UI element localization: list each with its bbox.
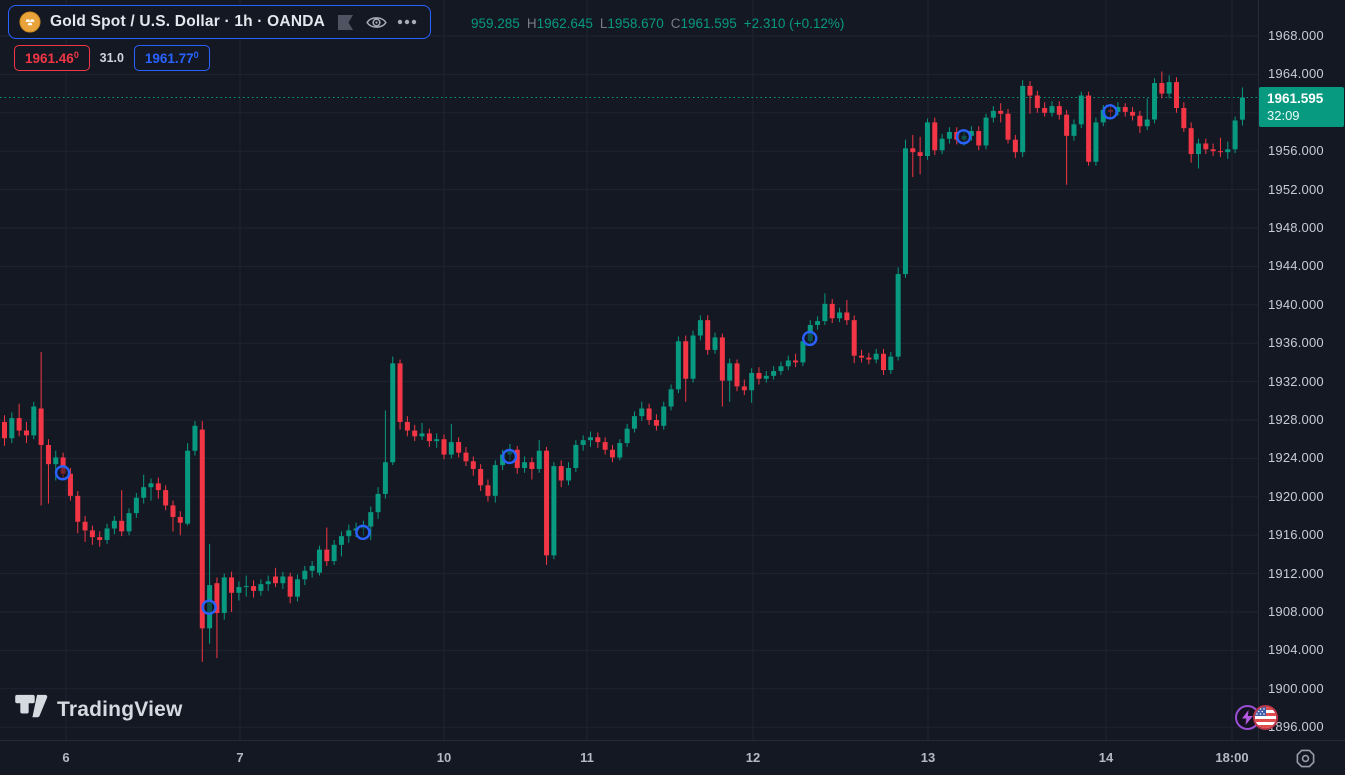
time-axis-label: 14: [1098, 750, 1114, 765]
settings-gear-icon[interactable]: [1293, 746, 1317, 770]
trade-marker-circle[interactable]: [355, 524, 371, 541]
legend-high-label: H: [526, 15, 537, 31]
time-axis[interactable]: 6 7 10 11 12 13 14 18:00: [0, 740, 1345, 775]
ohlc-legend: 959.285 H1962.645 L1958.670 C1961.595 +2…: [471, 14, 844, 32]
price-axis-label: 1956.000: [1268, 143, 1324, 159]
trade-marker-circle[interactable]: [201, 599, 217, 615]
grid-layer: [0, 0, 1258, 740]
gold-coin-icon: [19, 11, 41, 33]
price-axis-label: 1968.000: [1268, 28, 1324, 43]
event-badges[interactable]: [1235, 705, 1278, 731]
time-axis-label: 13: [920, 750, 936, 765]
symbol-title[interactable]: Gold Spot / U.S. Dollar · 1h · OANDA: [50, 13, 326, 30]
buy-ask-button[interactable]: 1961.77 0: [133, 45, 210, 71]
price-axis-label: 1944.000: [1268, 258, 1324, 274]
tradingview-logo-text: TradingView: [57, 697, 183, 721]
current-price-badge: 1961.595 32:09: [1259, 87, 1344, 128]
ask-price: 1961.77: [144, 50, 194, 66]
spread-label: 31.0: [99, 51, 124, 65]
legend-change: +2.310 (+0.12%): [743, 15, 845, 31]
legend-low-value: 1958.670: [607, 15, 664, 31]
bid-price-fraction: 0: [73, 50, 79, 60]
price-axis-label: 1900.000: [1268, 680, 1324, 696]
tradingview-logo-icon: [14, 694, 48, 725]
ask-price-fraction: 0: [193, 50, 199, 60]
symbol-toolbar[interactable]: Gold Spot / U.S. Dollar · 1h · OANDA: [8, 5, 432, 39]
price-axis-label: 1964.000: [1268, 66, 1324, 82]
more-options-icon[interactable]: [396, 11, 418, 33]
legend-open-value: 959.285: [471, 15, 520, 31]
trade-marker-circle[interactable]: [802, 330, 818, 347]
time-axis-label: 7: [236, 750, 244, 765]
price-axis-label: 1904.000: [1268, 642, 1324, 658]
price-axis[interactable]: 1961.595 32:09 1968.000 1964.000 1956.000 1…: [1258, 0, 1345, 740]
trade-marker-circle[interactable]: [501, 448, 518, 465]
price-axis-label: 1924.000: [1268, 450, 1324, 466]
time-axis-label: 6: [62, 750, 70, 765]
price-axis-label: 1912.000: [1268, 565, 1324, 581]
flag-icon[interactable]: [334, 11, 356, 33]
price-axis-label: 1936.000: [1268, 335, 1324, 351]
quote-row: 1961.46 0 31.0 1961.77 0: [14, 45, 210, 71]
trade-marker-circle[interactable]: [955, 129, 972, 145]
price-axis-label: 1908.000: [1268, 604, 1324, 619]
price-axis-label: 1932.000: [1268, 373, 1324, 389]
current-price-value: 1961.595: [1267, 91, 1324, 107]
legend-low-label: L: [599, 15, 608, 31]
price-axis-label: 1952.000: [1268, 181, 1324, 197]
legend-close-value: 1961.595: [680, 15, 737, 31]
time-axis-label: 11: [580, 750, 594, 765]
us-flag-icon[interactable]: [1253, 705, 1278, 730]
bar-countdown: 32:09: [1267, 108, 1300, 124]
sell-bid-button[interactable]: 1961.46 0: [14, 45, 90, 71]
trade-marker-circle[interactable]: [54, 465, 71, 481]
price-axis-label: 1948.000: [1268, 220, 1324, 235]
price-axis-label: 1916.000: [1268, 527, 1324, 543]
time-axis-label: 12: [745, 750, 761, 765]
price-axis-label: 1920.000: [1268, 488, 1324, 504]
legend-high-value: 1962.645: [536, 15, 593, 31]
eye-icon[interactable]: [365, 11, 387, 33]
price-axis-label: 1896.000: [1268, 719, 1324, 735]
trade-marker-circle[interactable]: [1102, 104, 1118, 120]
tradingview-logo[interactable]: TradingView: [14, 694, 183, 725]
price-axis-label: 1940.000: [1268, 296, 1324, 312]
time-axis-label: 18:00: [1215, 750, 1249, 765]
time-axis-label: 10: [436, 750, 452, 765]
price-axis-label: 1928.000: [1268, 412, 1324, 427]
bid-price: 1961.46: [25, 50, 74, 66]
legend-close-label: C: [670, 15, 681, 31]
